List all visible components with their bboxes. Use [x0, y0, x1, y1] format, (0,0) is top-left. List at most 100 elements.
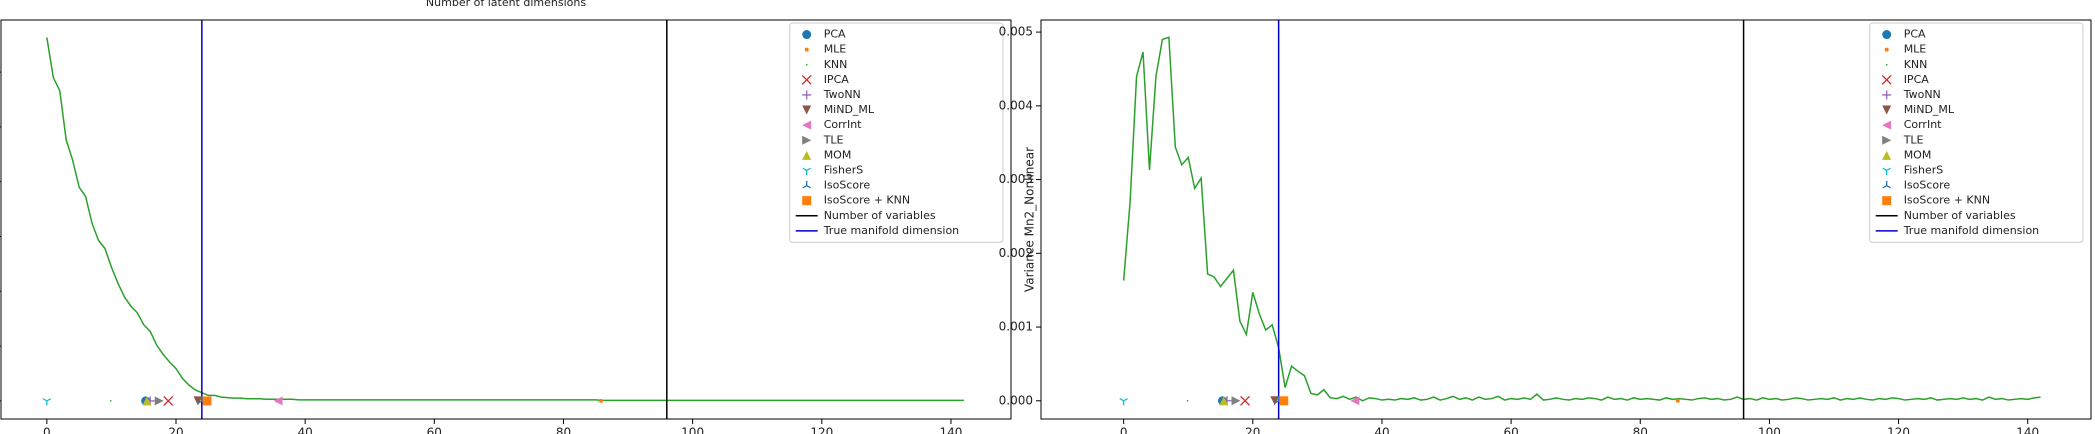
legend: PCA MLE KNN IPCA TwoNN MiND_ML CorrInt TLE MOM Fi…: [1869, 22, 2084, 243]
scatter-point: [273, 396, 283, 406]
legend-label: MiND_ML: [1904, 103, 1955, 116]
legend-marker: [1882, 181, 1891, 189]
y-tick-label: 0.001: [999, 320, 1033, 334]
legend-marker: [802, 181, 811, 189]
legend-marker: [1881, 74, 1892, 85]
legend-label: TwoNN: [1903, 88, 1941, 101]
x-tick-label: 140: [2016, 426, 2039, 434]
scatter-point: [1219, 396, 1229, 406]
x-tick-label: 20: [168, 426, 183, 434]
legend-marker: [1882, 150, 1892, 160]
scatter-point: [598, 398, 603, 403]
legend-marker: [802, 150, 812, 160]
x-tick-label: 40: [298, 426, 313, 434]
legend-label: FisherS: [1904, 163, 1944, 176]
legend-marker: [802, 90, 812, 100]
legend-label: IsoScore + KNN: [1904, 194, 1990, 207]
axes-frame: [0, 19, 1012, 420]
legend-label: IPCA: [824, 73, 850, 86]
legend-label: MiND_ML: [824, 103, 875, 116]
x-tick-label: 20: [1245, 426, 1260, 434]
x-tick-label: 60: [1503, 426, 1518, 434]
legend-marker: [1882, 196, 1892, 206]
x-tick-label: 140: [939, 426, 962, 434]
legend-label: MLE: [824, 43, 847, 56]
legend-label: Number of variables: [1904, 209, 2016, 222]
legend-label: IsoScore + KNN: [824, 194, 910, 207]
scatter-point: [1279, 396, 1289, 406]
scatter-point: [42, 398, 52, 406]
legend-marker: [804, 47, 809, 52]
legend-label: KNN: [1904, 58, 1928, 71]
legend: PCA MLE KNN IPCA TwoNN MiND_ML CorrInt TLE MOM Fi…: [789, 22, 1004, 243]
legend-marker: [806, 64, 808, 66]
legend-marker: [1882, 90, 1892, 100]
scatter-point: [1350, 396, 1360, 406]
scatter-point: [163, 395, 174, 406]
legend-label: TLE: [823, 133, 844, 146]
x-tick-label: 100: [681, 426, 704, 434]
x-tick-label: 120: [810, 426, 833, 434]
chart-title: Number of latent dimensions: [426, 0, 586, 9]
scatter-point: [110, 400, 112, 402]
x-tick-label: 80: [1633, 426, 1648, 434]
legend-label: IPCA: [1904, 73, 1930, 86]
legend-label: IsoScore: [1904, 179, 1951, 192]
legend-label: PCA: [1904, 28, 1926, 41]
y-tick-label: 0.002: [999, 246, 1033, 260]
x-tick-label: 40: [1374, 426, 1389, 434]
legend-label: TwoNN: [823, 88, 861, 101]
legend-marker: [1884, 47, 1889, 52]
data-line: [1122, 36, 2041, 402]
y-tick-label: 0.005: [999, 25, 1033, 39]
scatter-point: [154, 396, 164, 406]
legend-label: FisherS: [824, 163, 864, 176]
scatter-point: [142, 396, 152, 406]
scatter-point: [1231, 396, 1241, 406]
legend-marker: [802, 105, 812, 115]
legend-marker: [802, 196, 812, 206]
x-tick-label: 80: [556, 426, 571, 434]
x-tick-label: 0: [1120, 426, 1128, 434]
scatter-point: [1186, 400, 1189, 402]
y-tick-label: 0.000: [999, 393, 1033, 407]
legend-marker: [802, 120, 812, 130]
plot-area: [1119, 20, 2041, 419]
legend-label: True manifold dimension: [823, 224, 959, 237]
legend-marker: [1886, 64, 1888, 66]
legend-marker: [802, 30, 812, 40]
x-tick-label: 0: [43, 426, 51, 434]
legend-label: PCA: [824, 28, 846, 41]
axes-frame: [1040, 19, 2092, 420]
x-tick-label: 100: [1758, 426, 1781, 434]
legend-marker: [802, 135, 812, 145]
legend-box: [789, 22, 1004, 243]
data-line: [46, 37, 964, 402]
scatter-point: [1270, 396, 1280, 406]
legend-label: CorrInt: [1904, 118, 1942, 131]
x-tick-label: 60: [427, 426, 442, 434]
legend-label: MOM: [824, 148, 852, 161]
legend-label: CorrInt: [824, 118, 862, 131]
scatter-point: [1675, 398, 1680, 403]
legend-label: MLE: [1904, 43, 1927, 56]
legend-label: MOM: [1904, 148, 1932, 161]
scatter-point: [1240, 395, 1251, 406]
y-tick-label: 0.003: [999, 172, 1033, 186]
scatter-point: [1119, 397, 1128, 406]
legend-marker: [1882, 30, 1892, 40]
scatter-point: [193, 396, 203, 406]
legend-label: True manifold dimension: [1903, 224, 2039, 237]
legend-box: [1869, 22, 2084, 243]
plot-area: [42, 20, 964, 419]
legend-label: TLE: [1903, 133, 1924, 146]
x-tick-label: 120: [1887, 426, 1910, 434]
y-tick-label: 0.004: [999, 98, 1033, 112]
legend-marker: [802, 167, 811, 175]
scatter-point: [202, 396, 212, 406]
legend-marker: [1882, 135, 1892, 145]
legend-marker: [1882, 120, 1892, 130]
